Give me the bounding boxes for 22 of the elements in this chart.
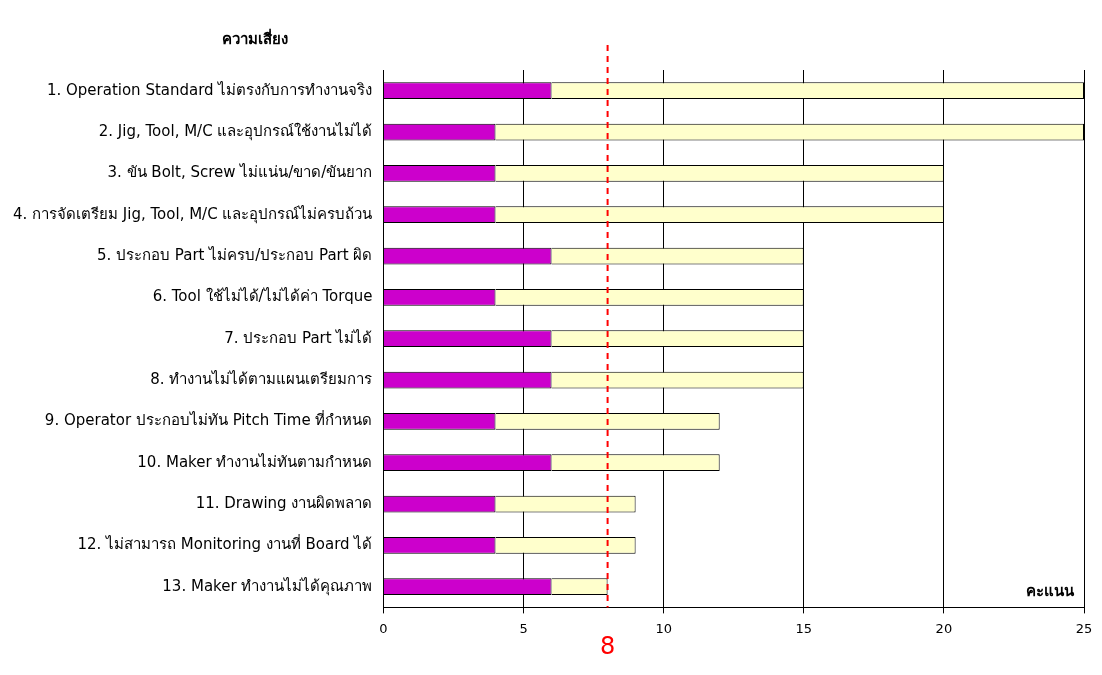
y-tick-label: 10. Maker ทำงานไม่ทันตามกำหนด — [137, 452, 373, 471]
x-tick-label: 10 — [655, 620, 672, 636]
x-axis-title: คะแนน — [1026, 581, 1075, 600]
x-tick-label: 20 — [935, 620, 953, 636]
y-tick-label: 4. การจัดเตรียม Jig, Tool, M/C และอุปกรณ์ไม่ครบถ้วน — [13, 204, 373, 224]
x-tick-label: 5 — [519, 620, 528, 636]
y-tick-label: 2. Jig, Tool, M/C และอุปกรณ์ใช้งานไม่ได้ — [98, 121, 373, 141]
x-tick-label: 25 — [1075, 620, 1093, 636]
y-tick-label: 6. Tool ใช้ไม่ได้/ไม่ได้ค่า Torque — [152, 287, 373, 306]
y-tick-label: 7. ประกอบ Part ไม่ได้ — [224, 328, 373, 347]
y-tick-label: 13. Maker ทำงานไม่ได้คุณภาพ — [162, 576, 373, 596]
y-tick-label: 12. ไม่สามารถ Monitoring งานที่ Board ได้ — [77, 533, 373, 554]
y-tick-label: 5. ประกอบ Part ไม่ครบ/ประกอบ Part ผิด — [96, 245, 373, 264]
y-axis-title: ความเสี่ยง — [222, 27, 288, 48]
x-tick-label: 15 — [795, 620, 813, 636]
y-tick-label: 8. ทำงานไม่ได้ตามแผนเตรียมการ — [150, 369, 373, 388]
y-tick-label: 9. Operator ประกอบไม่ทัน Pitch Time ที่กำหนด — [44, 409, 373, 430]
ref-line-label: 8 — [599, 631, 616, 660]
y-tick-label: 11. Drawing งานผิดพลาด — [195, 493, 373, 512]
y-tick-label: 1. Operation Standard ไม่ตรงกับการทำงานจริง — [46, 80, 373, 99]
x-tick-label: 0 — [379, 620, 388, 636]
y-tick-label: 3. ขัน Bolt, Screw ไม่แน่น/ขาด/ขันยาก — [107, 163, 373, 182]
